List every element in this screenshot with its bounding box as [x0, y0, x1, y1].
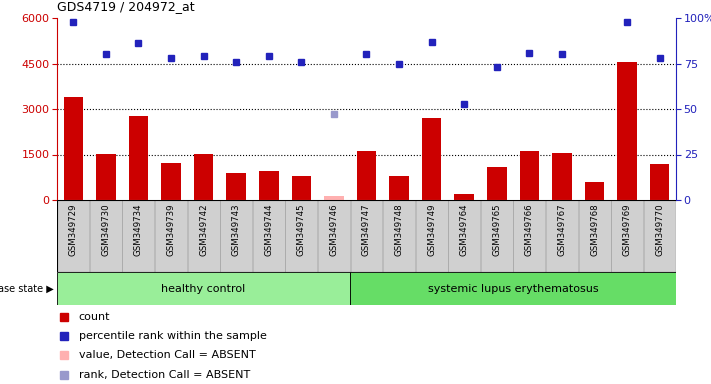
Bar	[96, 154, 116, 200]
Text: GSM349729: GSM349729	[69, 204, 77, 256]
Bar	[57, 272, 351, 305]
Text: GSM349764: GSM349764	[460, 204, 469, 256]
Text: GSM349746: GSM349746	[329, 204, 338, 256]
Bar	[155, 200, 187, 272]
Text: GSM349743: GSM349743	[232, 204, 241, 256]
Bar	[546, 200, 578, 272]
Text: GSM349742: GSM349742	[199, 204, 208, 256]
Bar	[454, 194, 474, 200]
Bar	[285, 200, 317, 272]
Text: count: count	[79, 312, 110, 322]
Bar	[448, 200, 480, 272]
Text: GSM349766: GSM349766	[525, 204, 534, 256]
Bar	[351, 272, 676, 305]
Bar	[253, 200, 284, 272]
Bar	[487, 167, 507, 200]
Text: GSM349745: GSM349745	[296, 204, 306, 256]
Text: value, Detection Call = ABSENT: value, Detection Call = ABSENT	[79, 350, 255, 360]
Bar	[220, 200, 252, 272]
Bar	[63, 97, 83, 200]
Text: GSM349734: GSM349734	[134, 204, 143, 256]
Bar	[422, 118, 442, 200]
Text: GSM349765: GSM349765	[492, 204, 501, 256]
Bar	[481, 200, 513, 272]
Bar	[513, 200, 545, 272]
Text: GSM349744: GSM349744	[264, 204, 273, 256]
Text: GDS4719 / 204972_at: GDS4719 / 204972_at	[57, 0, 195, 13]
Bar	[292, 176, 311, 200]
Text: GSM349767: GSM349767	[557, 204, 567, 256]
Bar	[617, 62, 637, 200]
Bar	[611, 200, 643, 272]
Bar	[194, 154, 213, 200]
Text: GSM349747: GSM349747	[362, 204, 371, 256]
Text: GSM349739: GSM349739	[166, 204, 176, 256]
Bar	[226, 173, 246, 200]
Bar	[416, 200, 448, 272]
Text: systemic lupus erythematosus: systemic lupus erythematosus	[428, 283, 599, 293]
Bar	[318, 200, 350, 272]
Bar	[383, 200, 415, 272]
Bar	[643, 200, 675, 272]
Bar	[58, 200, 90, 272]
Bar	[520, 151, 539, 200]
Bar	[552, 153, 572, 200]
Text: rank, Detection Call = ABSENT: rank, Detection Call = ABSENT	[79, 369, 250, 379]
Bar	[90, 200, 122, 272]
Text: GSM349748: GSM349748	[395, 204, 404, 256]
Bar	[259, 171, 279, 200]
Bar	[351, 200, 383, 272]
Text: GSM349730: GSM349730	[102, 204, 110, 256]
Bar	[324, 196, 343, 200]
Text: GSM349769: GSM349769	[623, 204, 631, 256]
Text: percentile rank within the sample: percentile rank within the sample	[79, 331, 267, 341]
Text: healthy control: healthy control	[161, 283, 246, 293]
Bar	[161, 163, 181, 200]
Bar	[188, 200, 220, 272]
Bar	[579, 200, 611, 272]
Bar	[129, 116, 148, 200]
Bar	[122, 200, 154, 272]
Bar	[584, 182, 604, 200]
Text: GSM349770: GSM349770	[656, 204, 664, 256]
Text: GSM349768: GSM349768	[590, 204, 599, 256]
Text: disease state ▶: disease state ▶	[0, 283, 53, 293]
Text: GSM349749: GSM349749	[427, 204, 436, 256]
Bar	[650, 164, 670, 200]
Bar	[357, 151, 376, 200]
Bar	[390, 176, 409, 200]
